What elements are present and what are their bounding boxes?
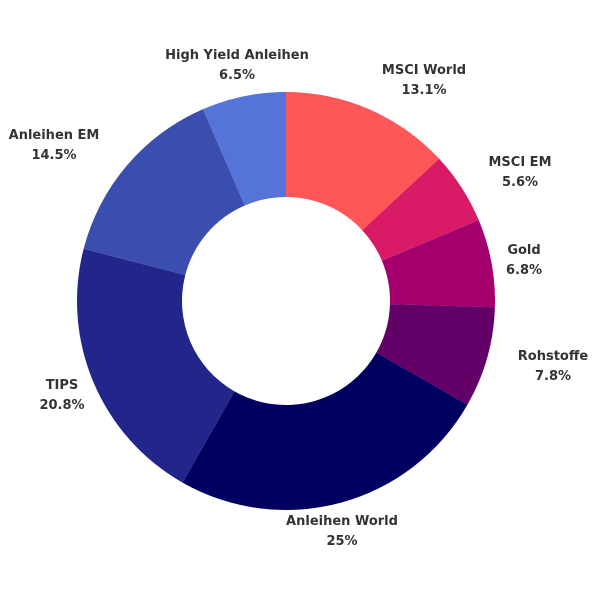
slice-rohstoffe[interactable] xyxy=(376,304,495,405)
slice-label-value: 20.8% xyxy=(39,398,84,413)
slice-label-value: 6.5% xyxy=(219,68,255,83)
slice-label-name: TIPS xyxy=(46,378,79,393)
slice-label-value: 13.1% xyxy=(401,83,446,98)
slice-label: Rohstoffe 7.8% xyxy=(518,349,589,384)
slice-tips[interactable] xyxy=(76,248,235,483)
slice-label: Gold 6.8% xyxy=(506,243,542,278)
slice-label: Anleihen EM 14.5% xyxy=(9,128,100,163)
slice-label: MSCI World 13.1% xyxy=(382,63,466,98)
slice-gold[interactable] xyxy=(381,220,495,308)
slice-high-yield-anleihen[interactable] xyxy=(203,92,286,206)
slice-label-name: MSCI EM xyxy=(488,155,551,170)
slice-label-name: MSCI World xyxy=(382,63,466,78)
slice-label-name: High Yield Anleihen xyxy=(165,48,309,63)
slice-label: Anleihen World 25% xyxy=(286,514,398,549)
slice-label-value: 6.8% xyxy=(506,263,542,278)
slice-label-value: 5.6% xyxy=(502,175,538,190)
slice-msci-world[interactable] xyxy=(286,92,440,231)
slice-label: High Yield Anleihen 6.5% xyxy=(165,48,309,83)
slice-label-value: 14.5% xyxy=(31,148,76,163)
slice-label: TIPS 20.8% xyxy=(39,378,84,413)
slice-anleihen-world[interactable] xyxy=(182,352,468,510)
slice-label-value: 7.8% xyxy=(535,369,571,384)
slice-label-name: Anleihen World xyxy=(286,514,398,529)
slice-label: MSCI EM 5.6% xyxy=(488,155,551,190)
slice-label-name: Anleihen EM xyxy=(9,128,100,143)
slice-anleihen-em[interactable] xyxy=(83,109,245,276)
slice-label-name: Gold xyxy=(507,243,540,258)
slice-msci-em[interactable] xyxy=(362,158,479,261)
slice-label-name: Rohstoffe xyxy=(518,349,589,364)
slice-label-value: 25% xyxy=(326,534,357,549)
